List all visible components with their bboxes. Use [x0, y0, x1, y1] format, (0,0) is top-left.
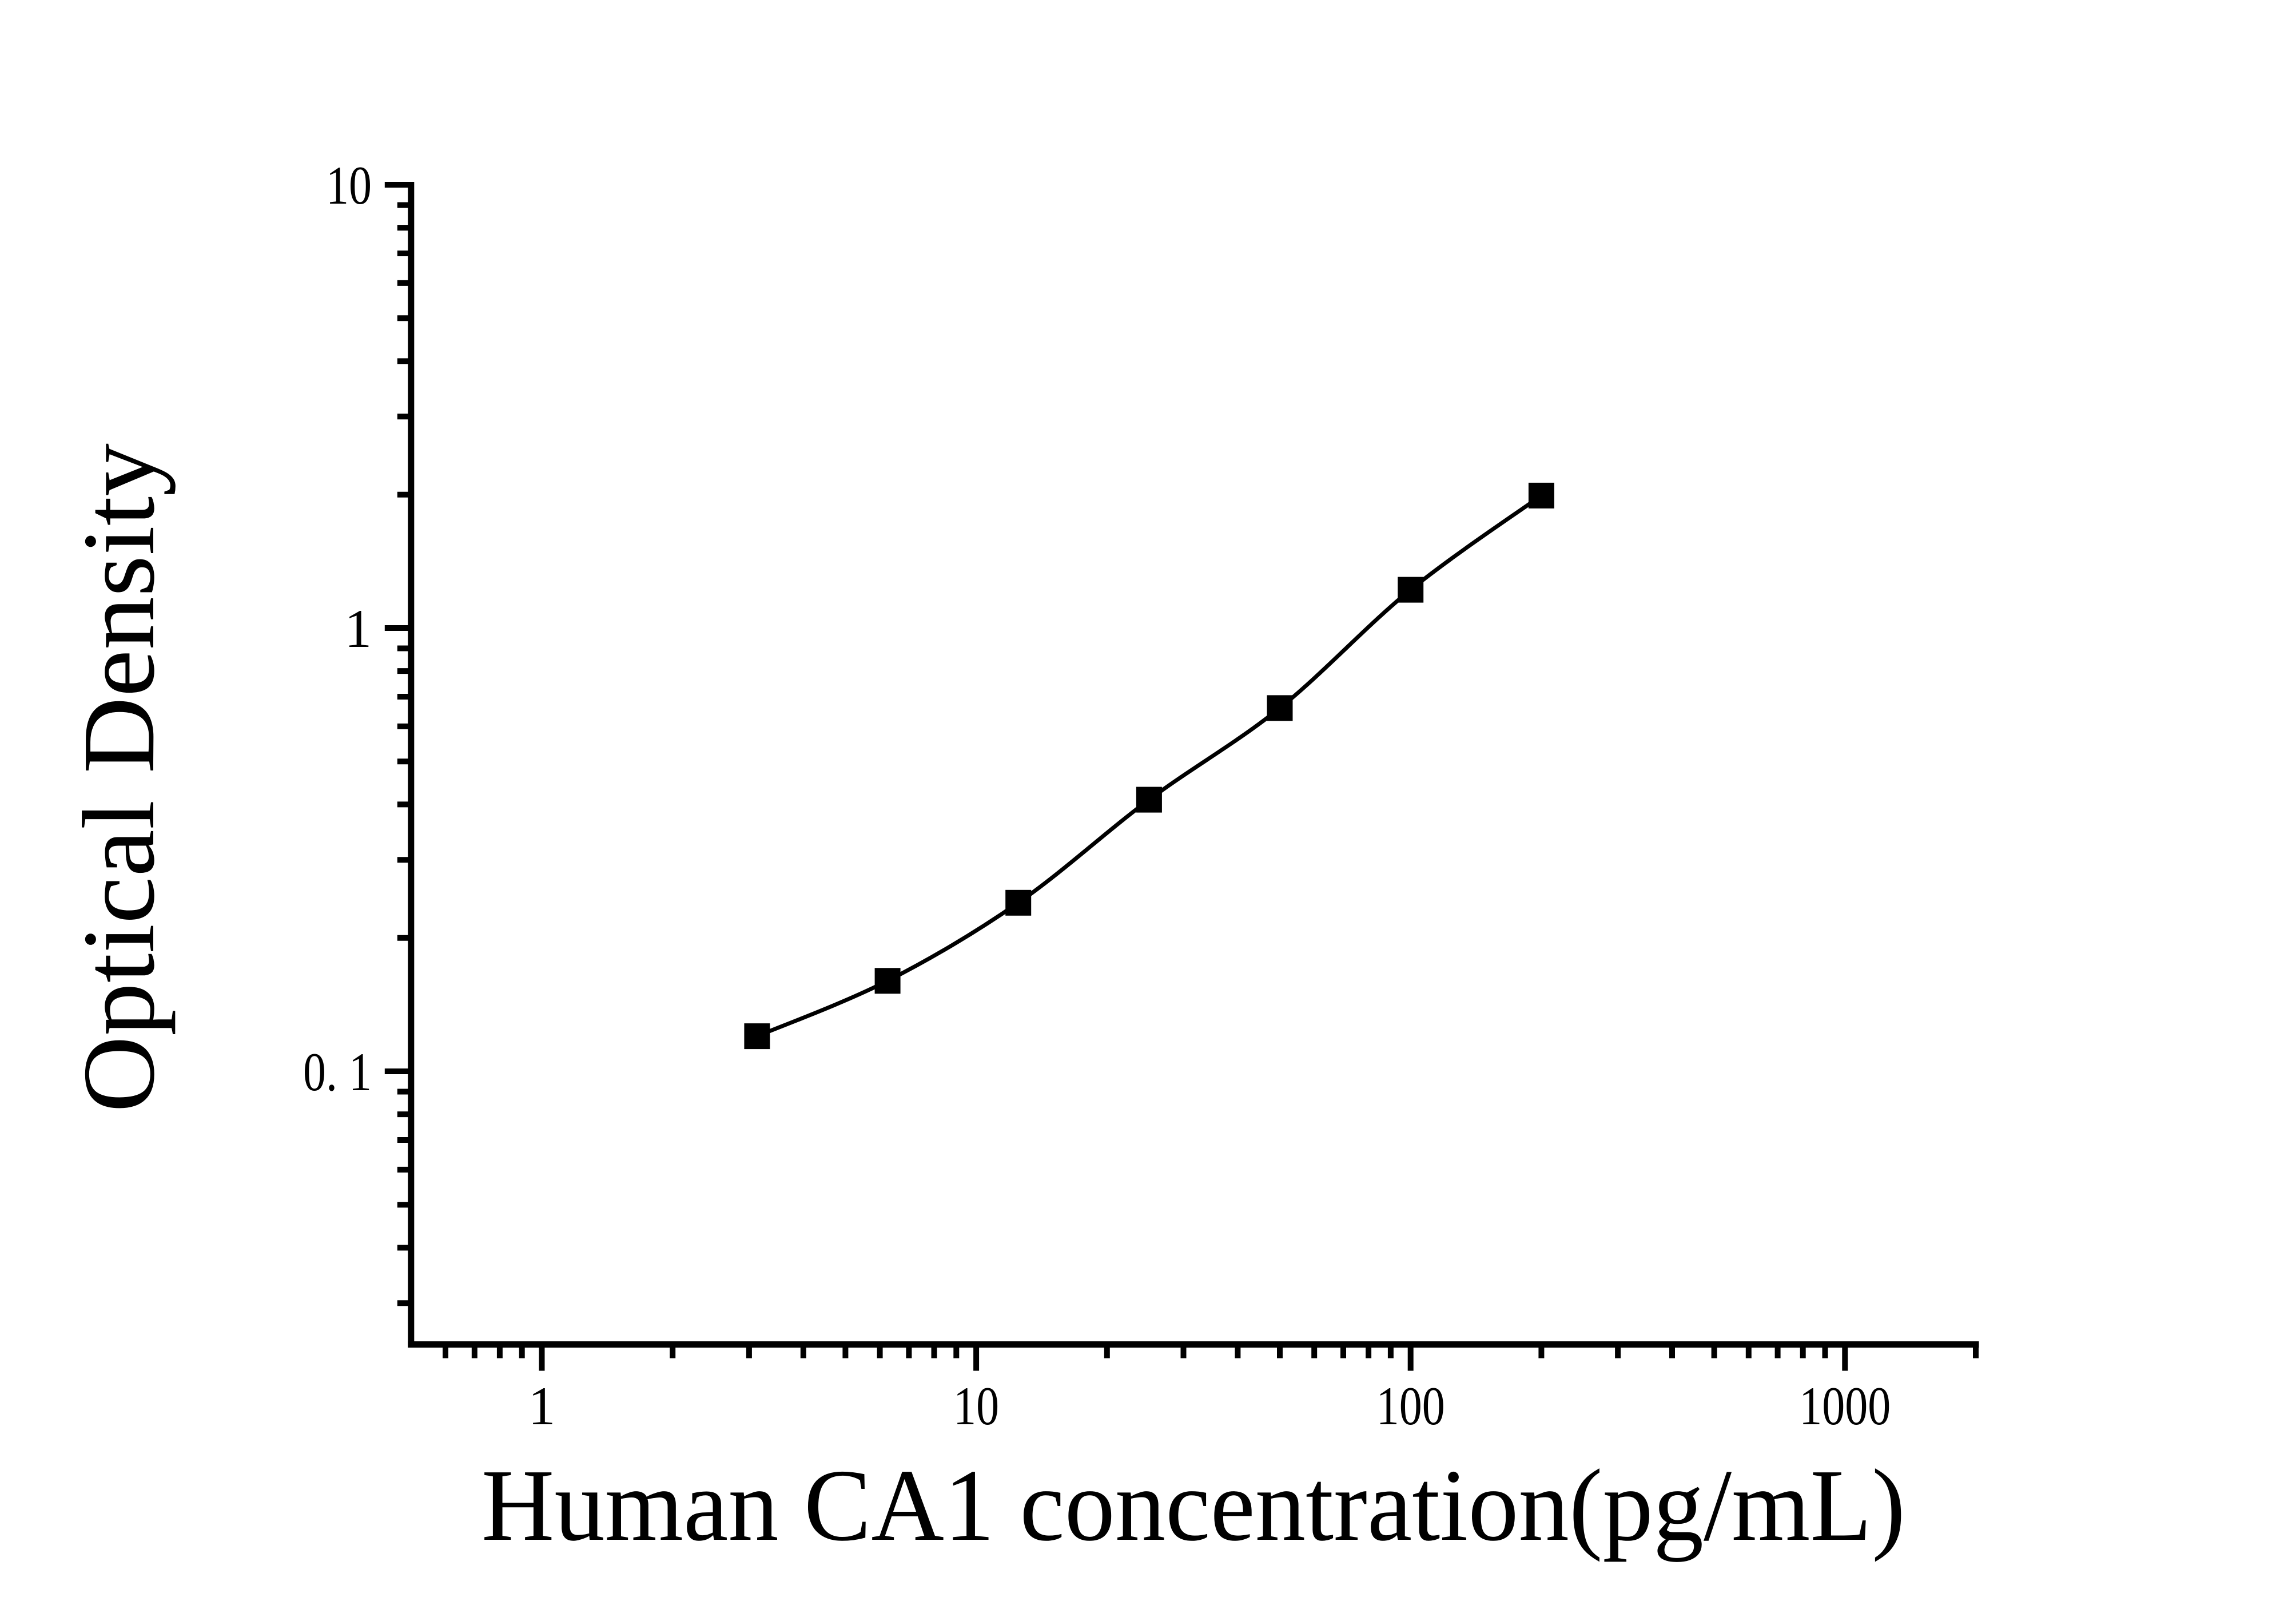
fitted-curve-line — [755, 493, 1543, 1039]
x-tick-label: 100 — [1376, 1376, 1445, 1436]
data-point-square — [744, 1023, 770, 1050]
x-axis-title: Human CA1 concentration(pg/mL) — [482, 1448, 1905, 1562]
y-tick-label: 0. 1 — [303, 1042, 372, 1102]
data-point-square — [1005, 889, 1032, 916]
y-axis-title: Optical Density — [62, 443, 176, 1113]
axes — [408, 182, 1979, 1348]
data-point-square — [874, 968, 901, 994]
axis-ticks — [384, 182, 1979, 1371]
data-point-square — [1136, 786, 1162, 813]
x-tick-label: 10 — [953, 1376, 999, 1436]
x-tick-label: 1000 — [1799, 1376, 1891, 1436]
data-point-square — [1398, 577, 1424, 603]
y-tick-label: 10 — [326, 155, 372, 216]
y-tick-label: 1 — [345, 598, 372, 659]
axis-tick-labels: 1 10 100 1000 0. 1 1 10 — [303, 155, 1891, 1436]
data-point-square — [1267, 695, 1293, 721]
x-tick-label: 1 — [528, 1376, 556, 1436]
data-point-square — [1528, 482, 1554, 508]
data-point-markers — [744, 482, 1554, 1050]
